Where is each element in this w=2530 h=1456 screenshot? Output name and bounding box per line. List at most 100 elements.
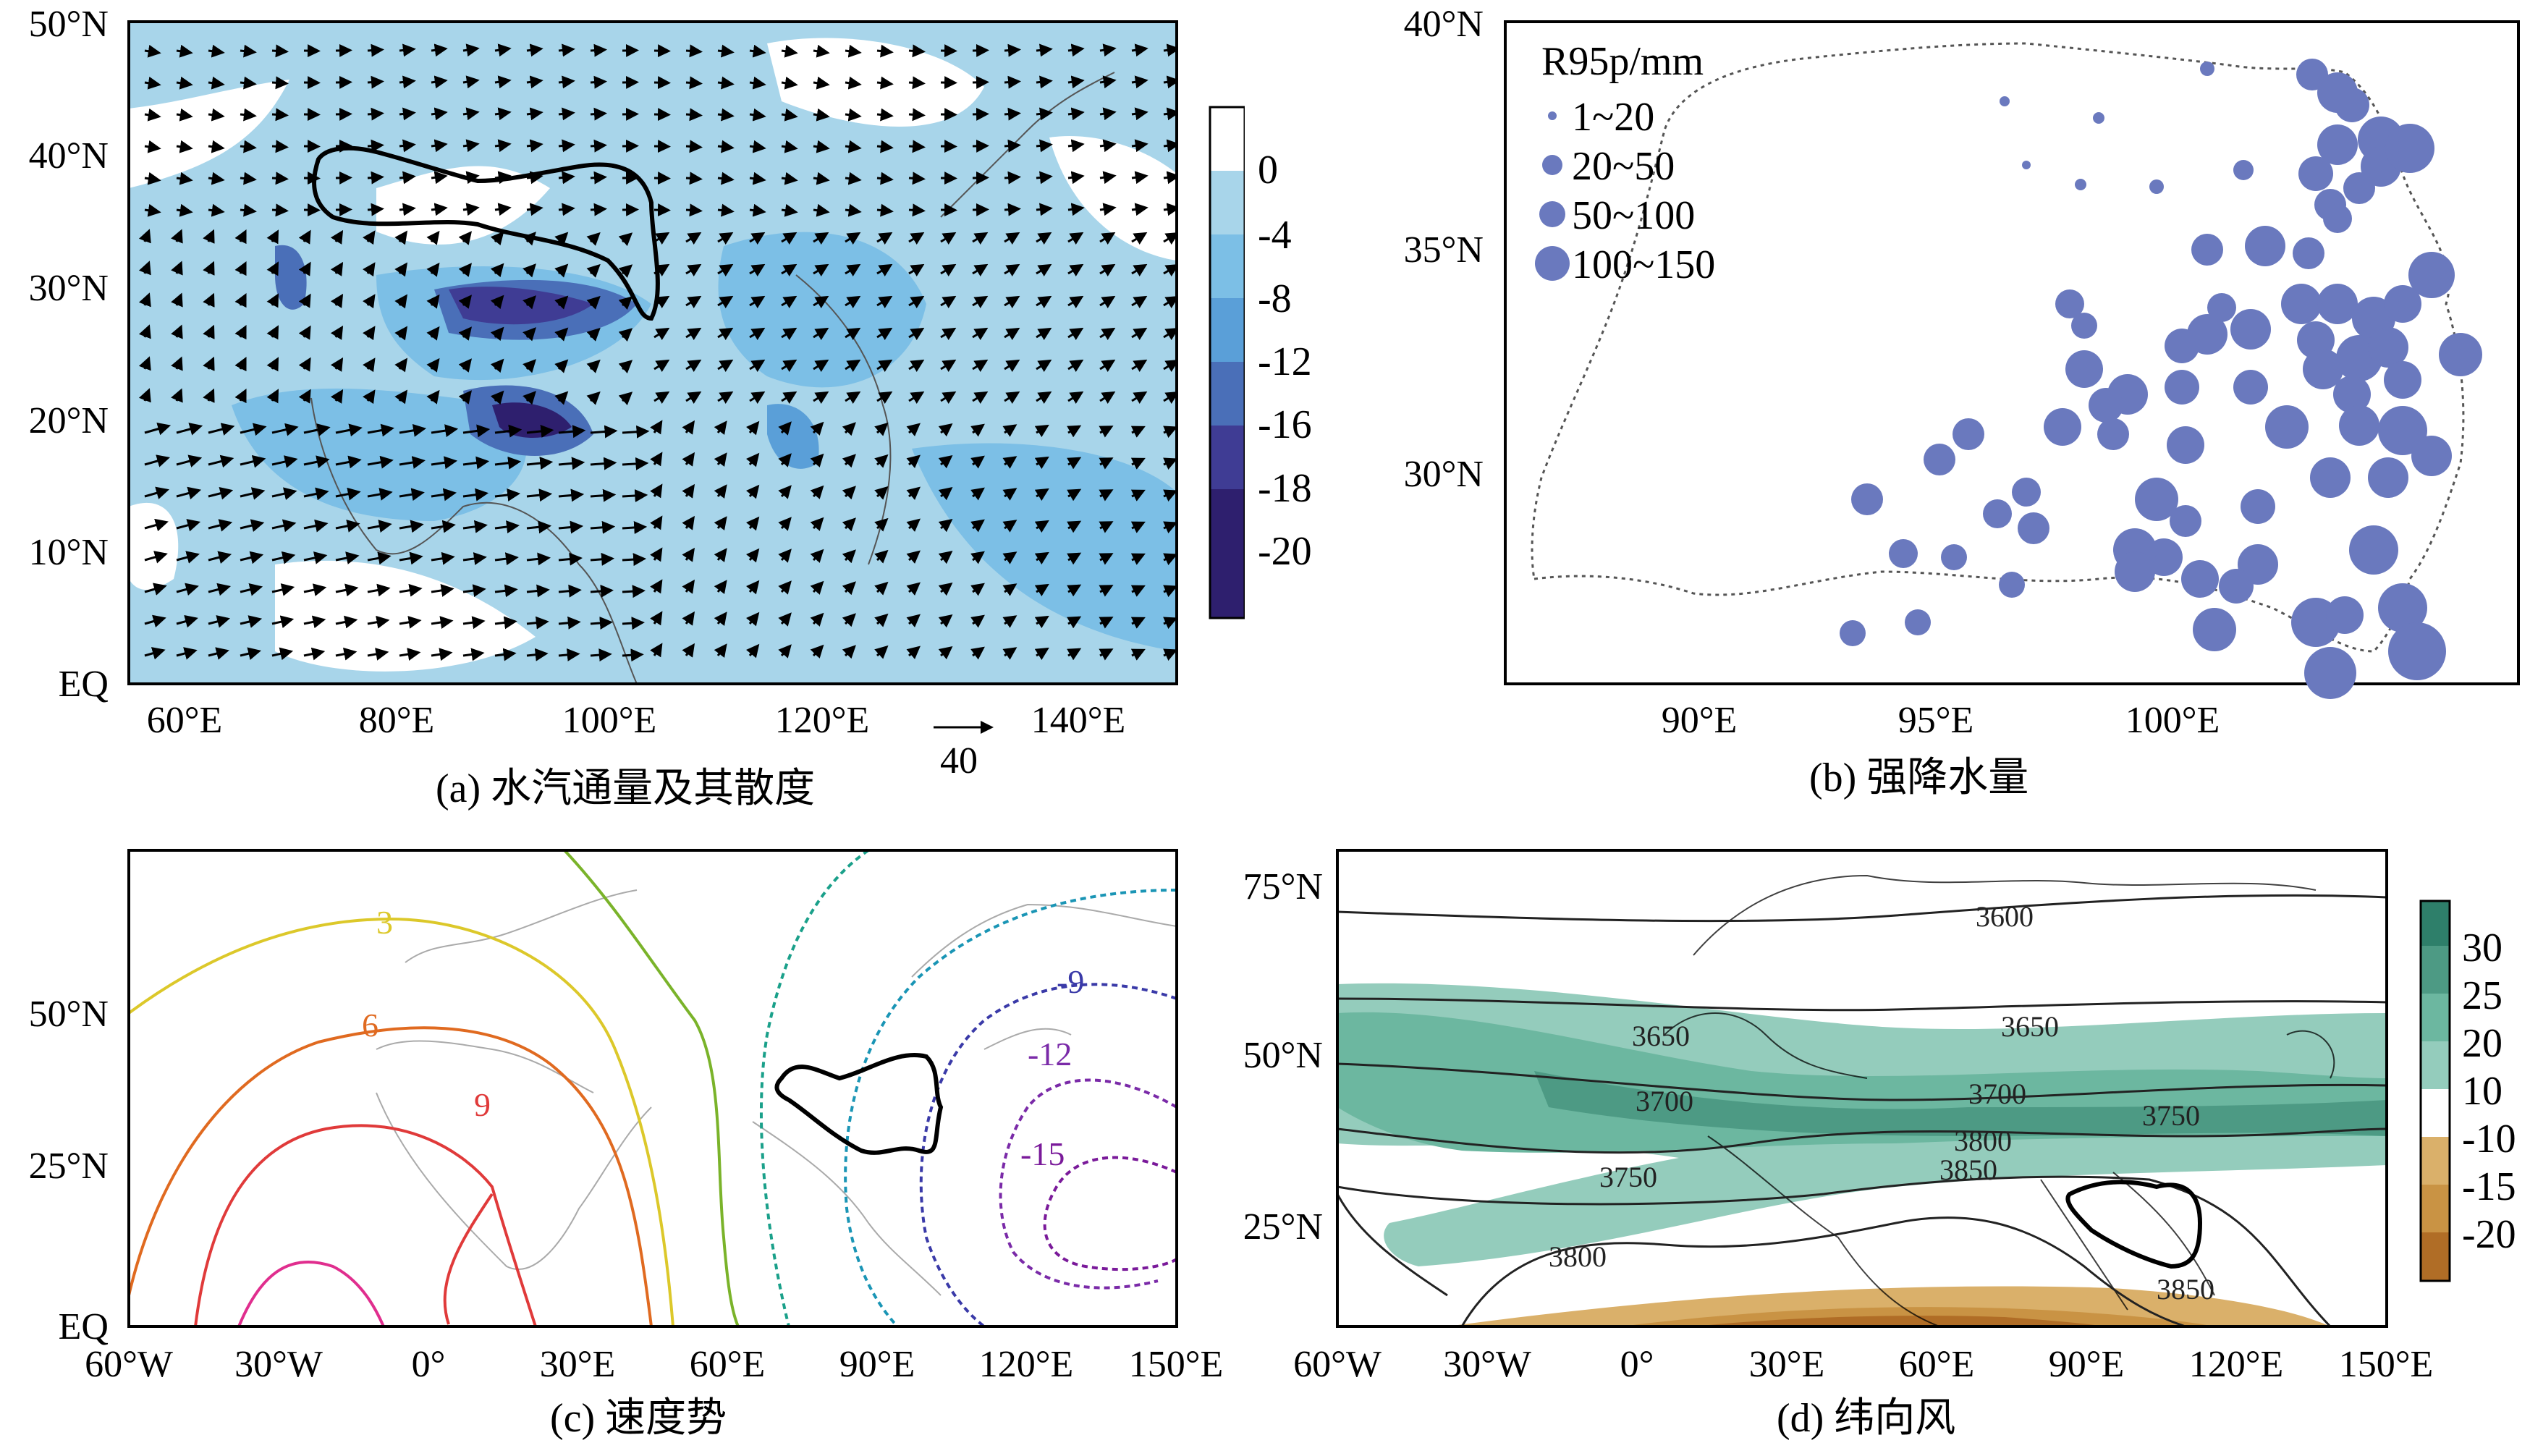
- wind-vector: [367, 423, 394, 437]
- wind-vector: [1067, 584, 1082, 597]
- wind-vector: [144, 140, 161, 153]
- wind-vector: [1099, 139, 1117, 153]
- wind-vector: [717, 203, 735, 217]
- wind-vector: [208, 172, 225, 185]
- wind-vector: [554, 327, 569, 342]
- precipitation-bubble: [2230, 309, 2271, 350]
- wind-vector: [1002, 520, 1018, 533]
- wind-vector: [1131, 295, 1148, 309]
- wind-vector: [144, 551, 168, 564]
- wind-vector: [271, 455, 298, 468]
- wind-vector: [1130, 521, 1146, 533]
- wind-vector: [490, 390, 504, 405]
- wind-vector: [1099, 232, 1116, 245]
- wind-vector: [240, 203, 257, 217]
- wind-vector: [431, 584, 454, 597]
- wind-vector: [1067, 295, 1084, 309]
- wind-vector: [845, 203, 862, 217]
- wind-vector: [749, 391, 766, 405]
- wind-vector: [1067, 616, 1082, 629]
- wind-vector: [240, 423, 267, 436]
- d-xtick: 120°E: [2189, 1344, 2284, 1382]
- wind-vector: [367, 488, 393, 501]
- precipitation-bubble: [2349, 525, 2398, 575]
- a-ytick: 50°N: [29, 4, 109, 45]
- c-xtick: 60°W: [85, 1344, 173, 1382]
- wind-vector: [431, 551, 455, 565]
- precipitation-bubble: [2012, 478, 2041, 507]
- precipitation-bubble: [2207, 293, 2236, 322]
- wind-vector: [298, 389, 311, 404]
- wind-vector: [685, 295, 702, 309]
- wind-vector: [813, 203, 830, 217]
- wind-vector: [558, 457, 585, 470]
- wind-vector: [1163, 521, 1177, 534]
- wind-vector: [1099, 426, 1114, 438]
- wind-vector: [622, 585, 646, 598]
- d-contour-label: 3600: [1976, 900, 2034, 933]
- wind-vector: [303, 551, 328, 564]
- wind-vector: [330, 325, 344, 340]
- wind-vector: [876, 327, 893, 341]
- d-contour-label: 3750: [1599, 1161, 1657, 1193]
- wind-vector: [813, 172, 830, 185]
- wind-vector: [1004, 171, 1021, 185]
- wind-vector: [558, 552, 583, 566]
- wind-vector: [208, 423, 235, 436]
- wind-vector: [462, 584, 486, 598]
- precipitation-bubble: [2000, 96, 2010, 106]
- wind-vector: [208, 647, 229, 660]
- wind-vector: [1163, 391, 1177, 405]
- wind-vector: [144, 518, 169, 532]
- wind-vector: [526, 488, 553, 502]
- wind-vector: [586, 295, 601, 310]
- wind-vector: [298, 357, 311, 372]
- precipitation-bubble: [2044, 408, 2081, 446]
- wind-vector: [813, 44, 830, 58]
- wind-vector: [303, 487, 329, 501]
- wind-vector: [271, 487, 297, 500]
- wind-vector: [240, 140, 257, 153]
- precipitation-bubble: [2303, 349, 2343, 389]
- wind-vector: [876, 203, 894, 217]
- wind-vector: [842, 645, 856, 659]
- wind-vector: [363, 326, 376, 341]
- wind-vector: [842, 454, 856, 468]
- wind-vector: [622, 648, 644, 662]
- wind-vector: [653, 76, 671, 90]
- wind-vector: [367, 551, 392, 565]
- wind-vector: [240, 583, 263, 596]
- wind-vector: [240, 108, 257, 122]
- wind-vector: [940, 359, 957, 373]
- wind-vector: [335, 615, 358, 629]
- wind-vector: [266, 293, 279, 308]
- precipitation-bubble: [2411, 436, 2452, 476]
- wind-vector: [1131, 139, 1148, 153]
- wind-vector: [781, 359, 798, 373]
- wind-vector: [745, 548, 760, 563]
- wind-vector: [1034, 551, 1049, 565]
- wind-vector: [394, 230, 408, 245]
- wind-vector: [682, 547, 695, 562]
- wind-vector: [1099, 617, 1114, 629]
- wind-vector: [813, 327, 829, 341]
- wind-vector: [335, 455, 362, 469]
- d-contour-label: 3700: [1968, 1078, 2026, 1110]
- plateau-outline: [774, 1053, 944, 1155]
- wind-vector: [842, 549, 856, 564]
- wind-vector: [749, 232, 766, 245]
- wind-vector: [138, 356, 151, 371]
- wind-vector: [810, 453, 824, 467]
- a-ytick: 20°N: [29, 400, 109, 441]
- a-xtick: 100°E: [562, 700, 657, 741]
- d-contour-label: 3850: [2157, 1273, 2214, 1305]
- wind-vector: [335, 423, 363, 437]
- precipitation-bubble: [2333, 376, 2371, 413]
- d-cbar-label: 20: [2462, 1021, 2502, 1066]
- wind-vector: [778, 517, 792, 531]
- wind-vector: [399, 648, 421, 661]
- a-cbar-label: -4: [1258, 213, 1292, 258]
- wind-vector: [240, 519, 265, 532]
- wind-vector: [749, 295, 766, 309]
- wind-vector: [490, 263, 504, 278]
